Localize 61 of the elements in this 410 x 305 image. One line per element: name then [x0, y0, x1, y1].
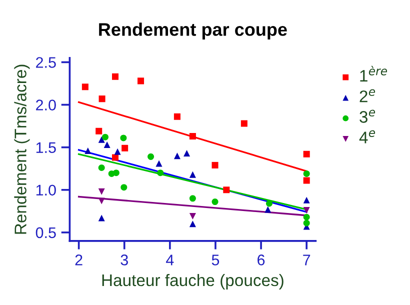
point: [303, 170, 310, 177]
point: [264, 206, 272, 213]
x-tick-label: 3: [120, 254, 128, 266]
point: [240, 120, 248, 127]
y-tick-label: 1.0: [36, 184, 56, 196]
point: [98, 198, 105, 204]
x-axis-title: Hauteur fauche (pouces): [102, 274, 284, 290]
legend-label: 2$^{e}$: [360, 89, 376, 102]
point: [120, 134, 127, 142]
point: [303, 196, 310, 204]
legend-label: 1$^{ère}$: [360, 66, 388, 82]
x-tick-label: 4: [166, 254, 174, 266]
point: [303, 214, 310, 220]
x-tick-label: 2: [75, 254, 82, 266]
point: [189, 133, 196, 140]
point: [98, 164, 105, 172]
point: [98, 188, 105, 195]
point: [303, 177, 310, 184]
point: [223, 186, 230, 194]
point: [303, 207, 310, 214]
point: [98, 96, 106, 102]
point: [266, 200, 272, 207]
point: [189, 220, 196, 228]
chart-title: Rendement par coupe: [99, 22, 287, 40]
y-tick-label: 1.5: [36, 142, 56, 154]
x-tick-label: 7: [303, 254, 310, 266]
point: [122, 144, 128, 152]
y-tick-label: 0.5: [36, 227, 56, 238]
point: [189, 213, 196, 220]
point: [120, 184, 128, 191]
point: [174, 152, 180, 160]
point: [104, 142, 110, 148]
point: [98, 214, 105, 222]
point: [184, 150, 190, 157]
y-tick-label: 2.0: [36, 100, 56, 110]
point: [102, 134, 108, 140]
point: [303, 150, 310, 158]
legend-label: 4$^{e}$: [359, 130, 376, 144]
point: [112, 73, 119, 80]
point: [212, 198, 218, 206]
point: [84, 147, 92, 154]
point: [148, 153, 154, 160]
point: [189, 195, 196, 202]
x-tick-label: 6: [258, 254, 265, 266]
point: [114, 148, 121, 155]
point: [98, 136, 105, 143]
x-tick-label: 5: [212, 254, 220, 266]
point: [303, 220, 310, 226]
point: [112, 154, 119, 161]
y-tick-label: 2.5: [36, 57, 56, 68]
point: [157, 170, 164, 176]
point: [82, 84, 88, 90]
point: [138, 78, 144, 84]
point: [96, 128, 102, 134]
y-axis-title: Rendement (Tms/acre): [14, 64, 30, 234]
point: [174, 113, 180, 120]
point: [189, 171, 196, 178]
point: [112, 170, 120, 176]
legend-label: 3$^{e}$: [360, 110, 376, 123]
point: [212, 162, 218, 168]
point: [156, 160, 162, 167]
